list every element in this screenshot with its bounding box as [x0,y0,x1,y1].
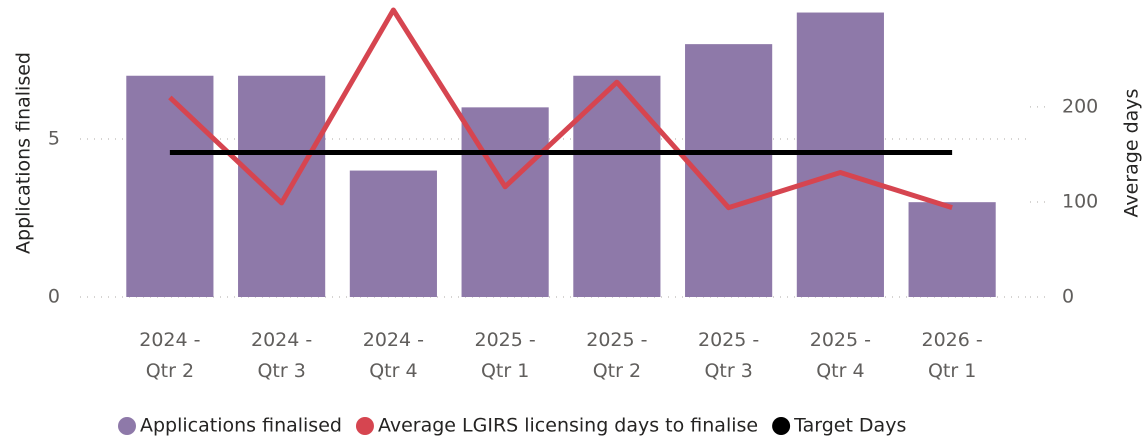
bar [685,44,773,297]
y2-tick-label: 0 [1062,286,1074,308]
legend-marker [772,417,791,435]
x-tick-label: 2025 - Qtr 3 [698,329,760,382]
x-tick-label: 2024 - Qtr 2 [139,329,201,382]
x-tick-label: 2025 - Qtr 2 [586,329,648,382]
bar [908,202,996,297]
line-series [168,7,953,211]
x-tick-label: 2025 - Qtr 4 [809,329,871,382]
y2-tick-label: 100 [1062,190,1098,212]
y2-axis-title: Average days [1121,89,1143,218]
legend-label: Target Days [793,415,906,437]
bar [126,75,214,297]
x-tick-label: 2024 - Qtr 4 [362,329,424,382]
y-tick-label: 5 [48,127,60,149]
x-tick-label: 2024 - Qtr 3 [251,329,313,382]
legend-marker [355,417,374,435]
legend-label: Average LGIRS licensing days to finalise [378,415,758,437]
bar [349,170,437,297]
legend-label: Applications finalised [140,415,342,437]
x-tick-label: 2025 - Qtr 1 [474,329,536,382]
bar [238,75,326,297]
x-tick-label: 2026 - Qtr 1 [921,329,983,382]
y-tick-label: 0 [48,286,60,308]
y-axis-title: Applications finalised [13,52,35,254]
legend-marker [118,417,136,435]
y2-tick-label: 200 [1062,95,1098,117]
